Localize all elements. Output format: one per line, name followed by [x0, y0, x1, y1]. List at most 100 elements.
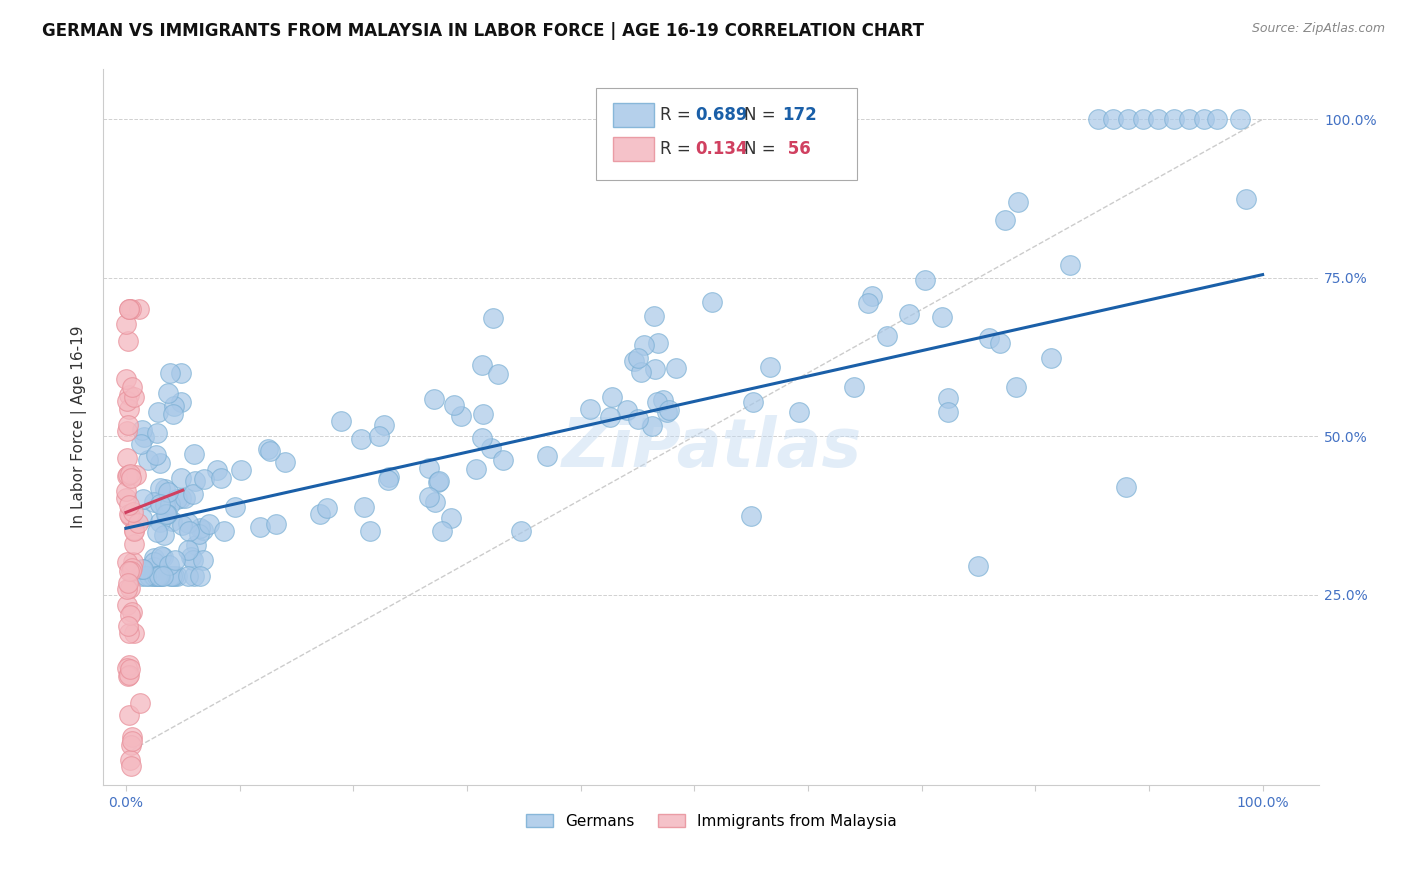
Point: [121, 605, 143, 619]
Point: [163, 553, 186, 567]
Point: [131, 569, 153, 583]
Point: [131, 437, 153, 451]
Point: [149, 515, 172, 529]
Point: [132, 492, 155, 507]
Point: [118, 564, 141, 578]
Point: [118, 626, 141, 640]
Point: [229, 462, 252, 476]
Point: [640, 418, 662, 433]
Point: [120, 467, 142, 481]
Point: [142, 569, 165, 583]
Point: [967, 559, 990, 574]
Point: [188, 521, 211, 535]
Point: [121, 730, 143, 744]
Text: 0.689: 0.689: [696, 106, 748, 124]
Point: [146, 524, 169, 539]
Point: [142, 555, 165, 569]
Point: [914, 273, 936, 287]
Point: [536, 449, 558, 463]
Point: [655, 405, 678, 419]
Text: 0.134: 0.134: [696, 140, 748, 158]
Point: [177, 542, 200, 557]
Point: [115, 424, 138, 438]
Point: [120, 471, 142, 485]
Point: [162, 407, 184, 421]
Point: [166, 492, 188, 507]
Point: [994, 212, 1017, 227]
Point: [599, 409, 621, 424]
Point: [181, 553, 204, 567]
Point: [135, 569, 157, 583]
Point: [844, 380, 866, 394]
Point: [579, 401, 602, 416]
Point: [1206, 112, 1229, 127]
Point: [121, 380, 143, 394]
Point: [125, 467, 148, 482]
Point: [120, 302, 142, 317]
Text: R =: R =: [661, 106, 696, 124]
Point: [627, 412, 650, 426]
Point: [427, 474, 450, 488]
Point: [1115, 480, 1137, 494]
Point: [209, 471, 232, 485]
Point: [645, 395, 668, 409]
Point: [198, 516, 221, 531]
Point: [146, 569, 169, 583]
Point: [212, 524, 235, 539]
Point: [118, 668, 141, 682]
Point: [122, 505, 145, 519]
Point: [443, 398, 465, 412]
Point: [117, 619, 139, 633]
Point: [373, 417, 395, 432]
Point: [1163, 112, 1185, 127]
Point: [378, 470, 401, 484]
Point: [128, 302, 150, 317]
Point: [118, 507, 141, 521]
Point: [117, 576, 139, 591]
Point: [159, 366, 181, 380]
FancyBboxPatch shape: [613, 103, 654, 128]
Point: [309, 507, 332, 521]
Point: [1234, 192, 1257, 206]
Point: [149, 481, 172, 495]
Point: [644, 361, 666, 376]
Point: [658, 402, 681, 417]
Point: [1059, 258, 1081, 272]
Point: [329, 414, 352, 428]
Point: [142, 569, 165, 583]
Point: [626, 351, 648, 365]
Point: [131, 511, 153, 525]
Point: [118, 388, 141, 402]
Point: [742, 395, 765, 409]
Point: [146, 405, 169, 419]
Text: 56: 56: [782, 140, 811, 158]
Point: [482, 311, 505, 326]
Point: [120, 508, 142, 523]
Point: [115, 661, 138, 675]
Point: [118, 402, 141, 417]
Point: [1192, 112, 1215, 127]
Point: [117, 468, 139, 483]
Point: [122, 523, 145, 537]
Point: [145, 448, 167, 462]
FancyBboxPatch shape: [613, 136, 654, 161]
Text: N =: N =: [744, 140, 782, 158]
Point: [115, 556, 138, 570]
Point: [316, 500, 339, 515]
Point: [166, 569, 188, 583]
FancyBboxPatch shape: [596, 88, 858, 179]
Point: [124, 536, 146, 550]
Point: [120, 753, 142, 767]
Point: [152, 569, 174, 583]
Point: [188, 569, 211, 583]
Point: [118, 302, 141, 317]
Point: [422, 392, 444, 407]
Point: [132, 561, 155, 575]
Point: [936, 405, 959, 419]
Point: [1040, 351, 1063, 366]
Point: [465, 462, 488, 476]
Text: N =: N =: [744, 106, 782, 124]
Point: [115, 582, 138, 597]
Point: [131, 424, 153, 438]
Point: [264, 517, 287, 532]
